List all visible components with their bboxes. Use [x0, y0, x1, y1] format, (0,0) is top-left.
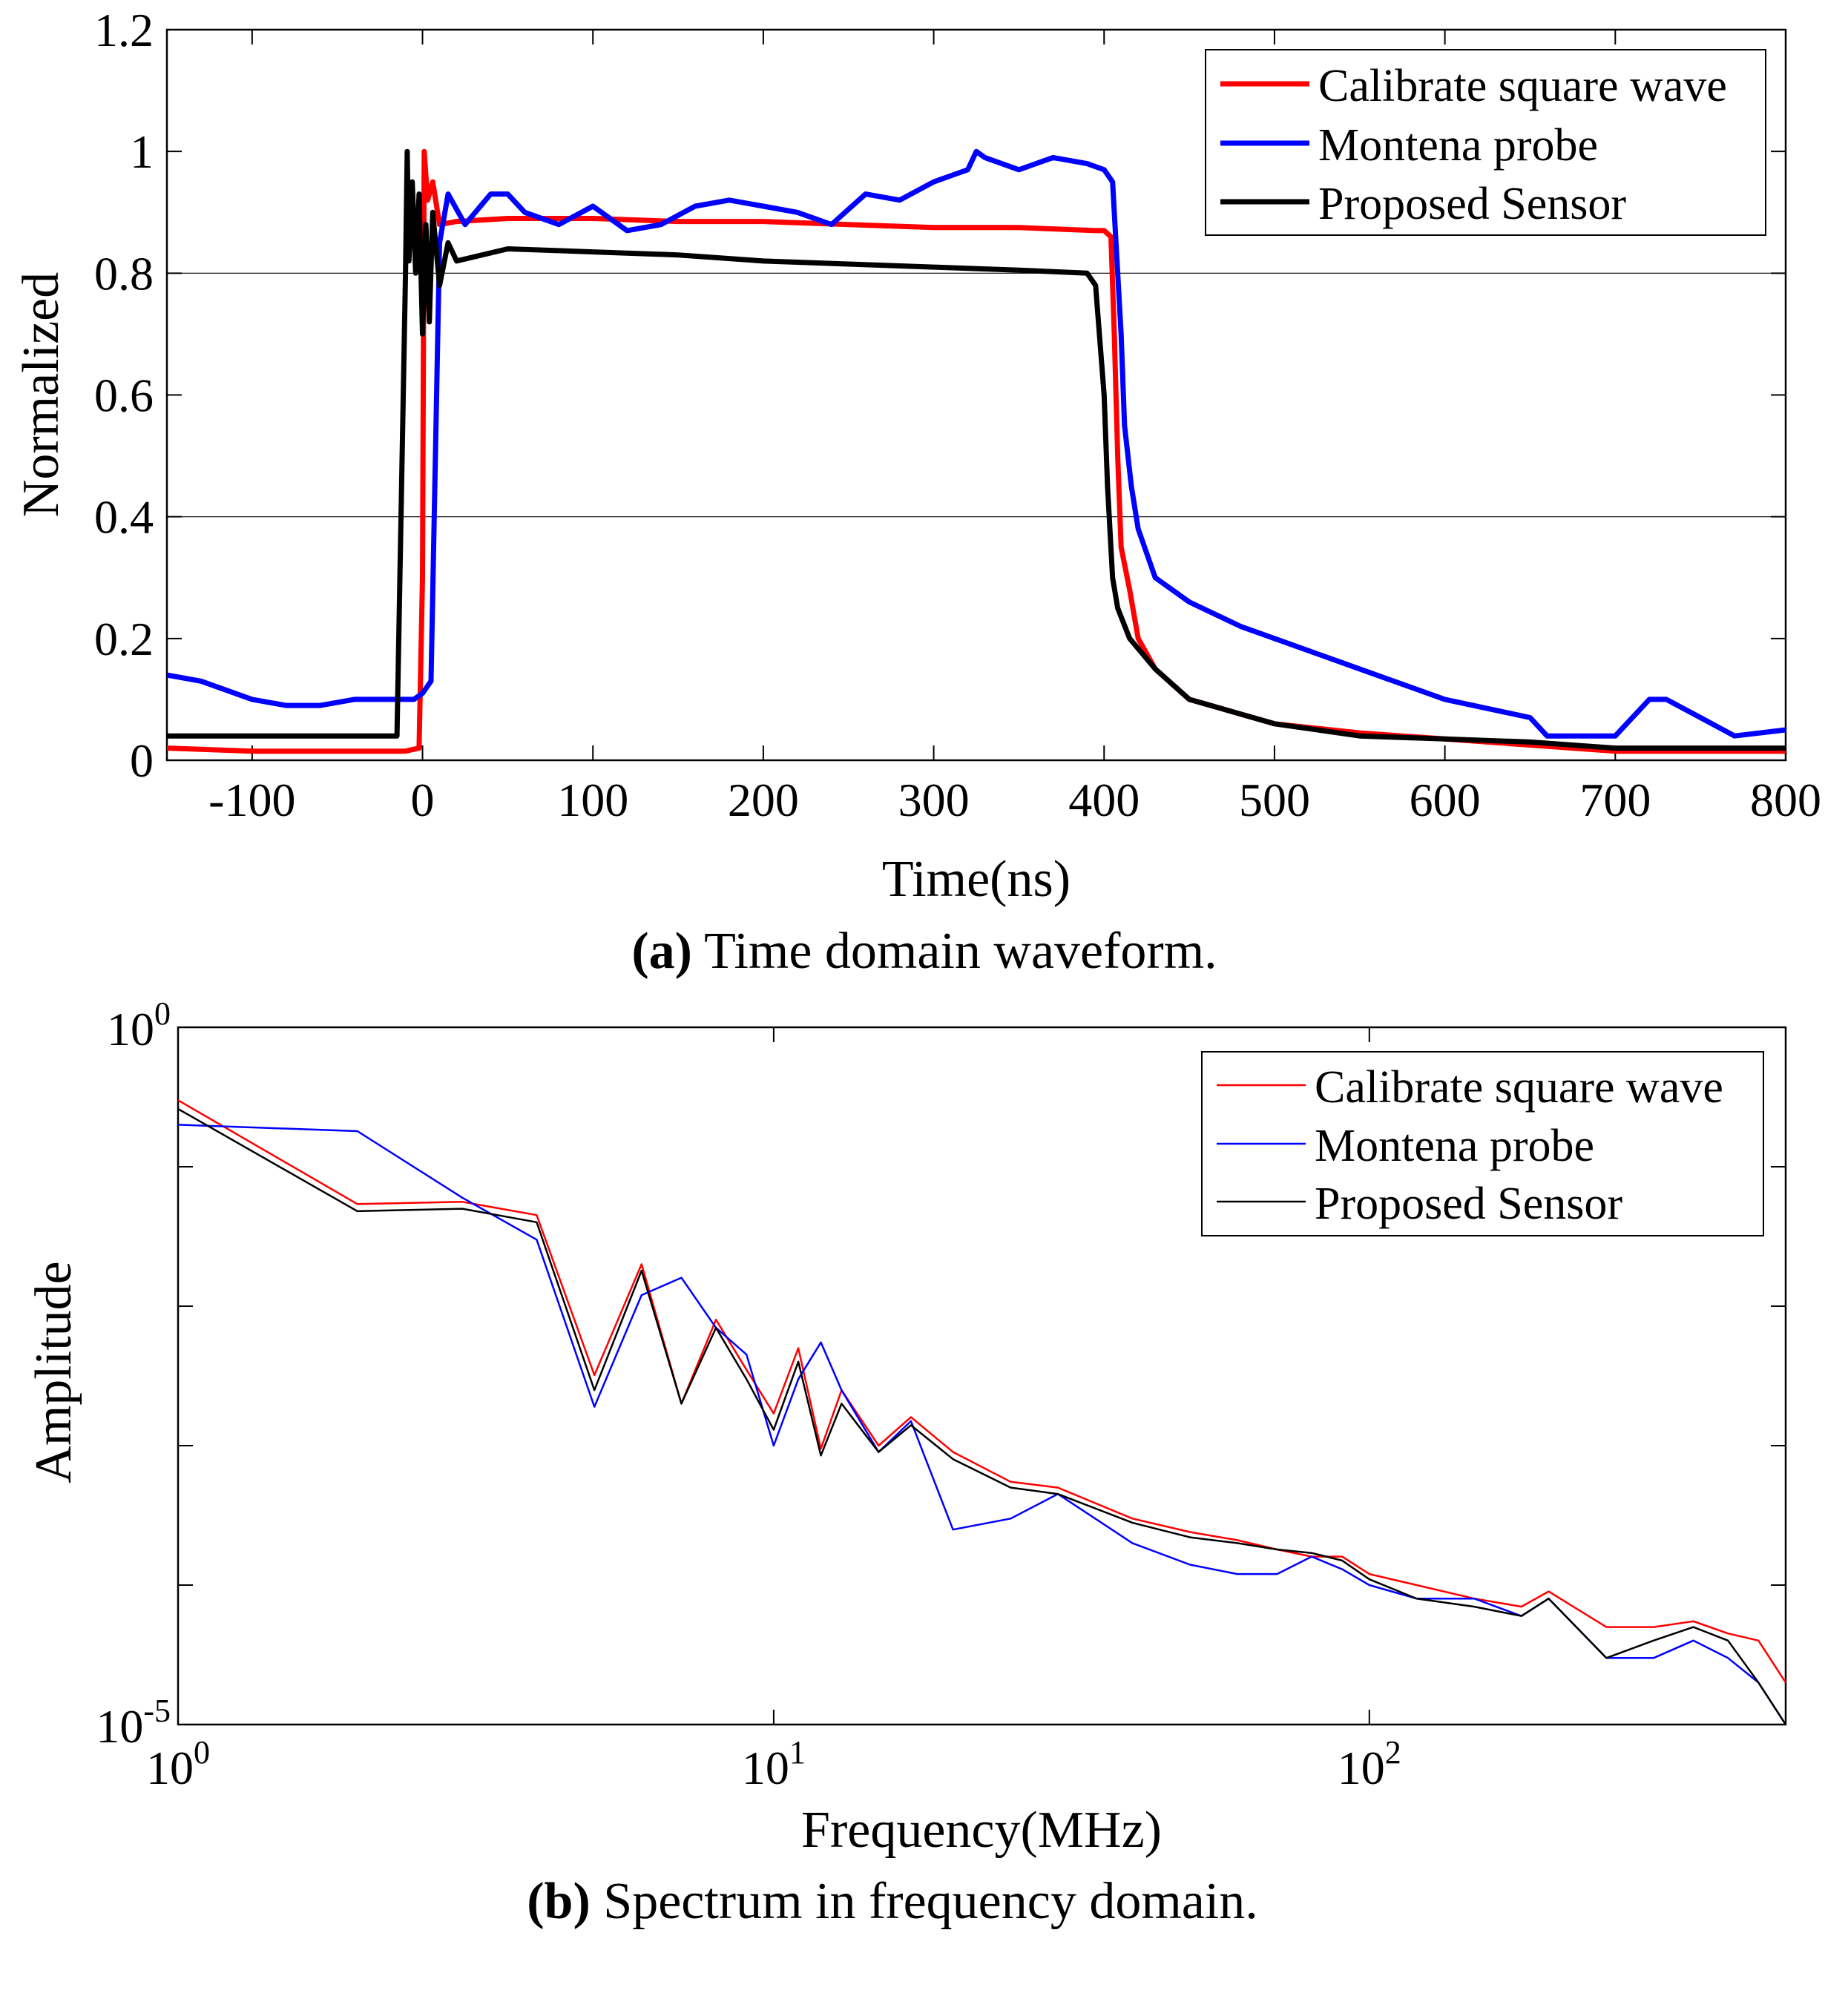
- x-tick-label: 100: [146, 1734, 210, 1794]
- y-tick-label: 0: [130, 734, 154, 787]
- y-tick-label: 1: [130, 125, 154, 178]
- x-tick-labels: -100 0 100 200 300 400 500 600 700 800: [208, 774, 1821, 826]
- x-tick-labels: 100 101 102: [146, 1734, 1401, 1794]
- caption-b-letter: (b): [527, 1873, 591, 1930]
- panel-a-time-domain: -100 0 100 200 300 400 500 600 700 800 0 0.2 0.4 0.6…: [13, 4, 1821, 980]
- x-tick-label: -100: [208, 774, 295, 826]
- y-axis-label: Normalized: [13, 272, 70, 517]
- x-tick-label: 700: [1579, 774, 1651, 826]
- x-tick-label: 102: [1338, 1734, 1401, 1794]
- legend-label-montena: Montena probe: [1315, 1121, 1594, 1171]
- y-tick-labels: 0 0.2 0.4 0.6 0.8 1 1.2: [94, 4, 154, 787]
- y-tick-labels: 100 10-5: [96, 995, 171, 1753]
- x-tick-label: 400: [1068, 774, 1140, 826]
- y-tick-label: 0.8: [94, 247, 154, 300]
- x-tick-label: 600: [1410, 774, 1481, 826]
- series-line-3: [177, 1107, 1787, 1725]
- x-axis-label: Time(ns): [882, 851, 1071, 908]
- legend: Calibrate square wave Montena probe Prop…: [1205, 49, 1766, 236]
- x-axis-label: Frequency(MHz): [801, 1802, 1162, 1859]
- y-tick-label: 0.6: [94, 369, 154, 422]
- x-tick-label: 500: [1239, 774, 1310, 826]
- x-tick-label: 0: [411, 774, 435, 826]
- axis-ticks: [177, 1027, 1786, 1725]
- legend-label-montena: Montena probe: [1318, 120, 1598, 171]
- caption-a-text: Time domain waveform.: [692, 923, 1217, 980]
- series-group: [177, 1099, 1787, 1725]
- caption-b: (b) Spectrum in frequency domain.: [527, 1873, 1258, 1930]
- x-tick-label: 101: [742, 1734, 806, 1794]
- y-tick-label: 0.4: [94, 491, 154, 544]
- x-tick-label: 100: [557, 774, 628, 826]
- legend-label-calibrate: Calibrate square wave: [1318, 61, 1727, 111]
- caption-b-text: Spectrum in frequency domain.: [591, 1873, 1258, 1930]
- y-tick-label: 100: [107, 995, 171, 1055]
- caption-a-letter: (a): [631, 923, 692, 980]
- series-group: [166, 148, 1786, 754]
- series-line-3: [167, 148, 1786, 751]
- y-axis-label: Amplitude: [25, 1261, 82, 1483]
- caption-a: (a) Time domain waveform.: [631, 923, 1217, 980]
- legend-label-proposed: Proposed Sensor: [1318, 179, 1626, 229]
- x-tick-label: 200: [728, 774, 799, 826]
- x-tick-label: 300: [898, 774, 970, 826]
- legend-label-proposed: Proposed Sensor: [1315, 1179, 1622, 1229]
- x-tick-label: 800: [1750, 774, 1821, 826]
- legend: Calibrate square wave Montena probe Prop…: [1201, 1051, 1764, 1236]
- y-tick-label: 1.2: [94, 4, 154, 56]
- y-tick-label: 0.2: [94, 613, 154, 665]
- series-line-2: [166, 148, 1786, 739]
- legend-label-calibrate: Calibrate square wave: [1315, 1062, 1723, 1113]
- y-tick-label: 10-5: [96, 1693, 171, 1753]
